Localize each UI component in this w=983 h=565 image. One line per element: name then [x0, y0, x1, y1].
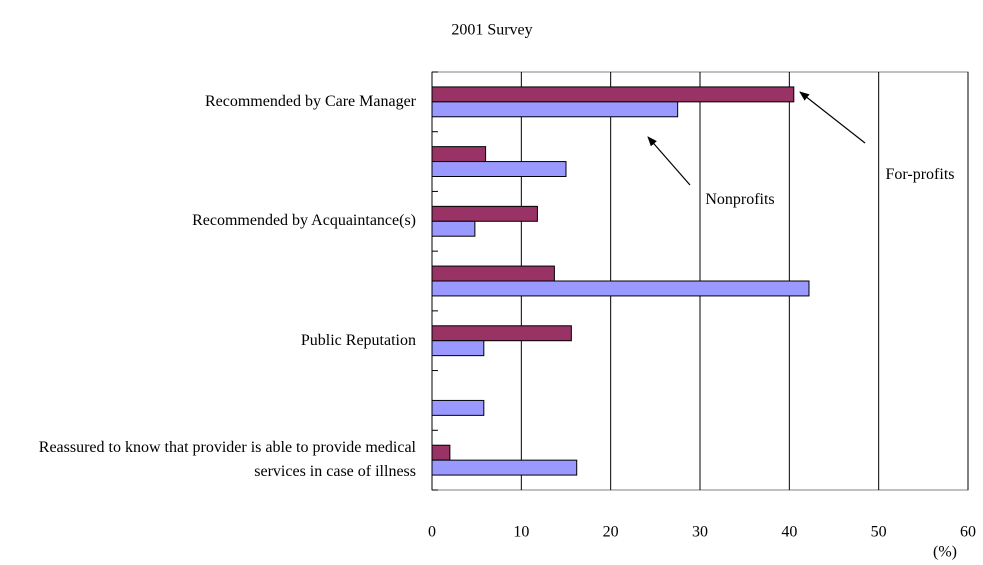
bar — [431, 161, 567, 177]
legend-label: Nonprofits — [705, 191, 775, 208]
legend-label: For-profits — [885, 166, 955, 183]
bar — [431, 340, 485, 357]
y-tick-label: Recommended by Acquaintance(s) — [192, 212, 416, 230]
bar — [431, 86, 795, 103]
x-tick-label: 60 — [960, 524, 976, 541]
x-tick-label: 50 — [871, 524, 887, 541]
y-tick-label: Public Reputation — [300, 331, 416, 349]
bar — [431, 205, 538, 222]
y-tick-label-box: Recommended by Care Manager — [204, 92, 416, 110]
bar — [431, 280, 810, 297]
x-tick-label: 40 — [781, 524, 797, 541]
bar — [431, 101, 679, 118]
y-tick-label: Recommended by Care Manager — [204, 92, 416, 110]
x-tick-label: 10 — [513, 524, 529, 541]
y-tick-label-box: Reassured to know that provider is able … — [38, 439, 416, 481]
x-tick-label: 0 — [428, 524, 436, 541]
arrow — [647, 136, 691, 186]
x-tick-label: 30 — [692, 524, 708, 541]
arrow — [799, 91, 866, 144]
y-tick-label: Reassured to know that provider is able … — [38, 439, 416, 481]
bar — [431, 459, 578, 476]
bar — [431, 399, 485, 416]
legend-label-box: Nonprofits — [705, 191, 775, 208]
bar — [431, 220, 476, 237]
y-tick-label-box: Public Reputation — [300, 331, 416, 349]
x-axis-label: (%) — [933, 544, 957, 561]
y-tick-label-box: Recommended by Acquaintance(s) — [192, 212, 416, 230]
x-tick-label: 20 — [603, 524, 619, 541]
bar — [431, 444, 451, 461]
bar — [431, 325, 572, 342]
bar — [431, 146, 487, 163]
chart-title: 2001 Survey — [451, 22, 532, 39]
bar — [431, 265, 555, 282]
legend-label-box: For-profits — [885, 166, 955, 183]
